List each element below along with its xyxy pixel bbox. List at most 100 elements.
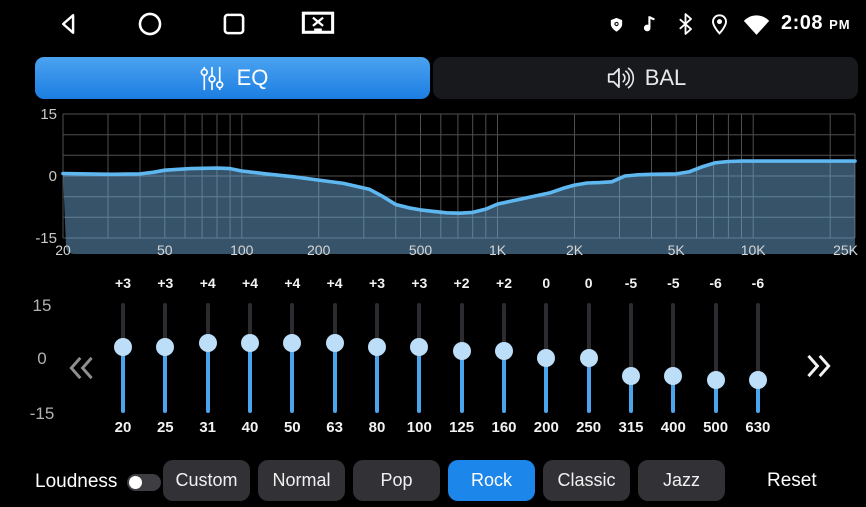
band-freq-label: 160 bbox=[491, 419, 517, 436]
band-slider-knob[interactable] bbox=[748, 371, 767, 389]
band-freq-label: 50 bbox=[283, 419, 301, 436]
band-slider-track[interactable] bbox=[671, 303, 676, 377]
loudness-toggle-knob bbox=[129, 476, 142, 489]
band-freq-label: 40 bbox=[241, 419, 259, 436]
band-slider-track[interactable] bbox=[544, 303, 549, 358]
band-slider-track-fill[interactable] bbox=[205, 343, 210, 413]
eq-band-250[interactable]: 0 250 bbox=[570, 275, 608, 447]
band-slider-track[interactable] bbox=[332, 303, 337, 344]
band-slider-track-fill[interactable] bbox=[163, 347, 168, 413]
eq-band-50[interactable]: +4 50 bbox=[273, 275, 311, 447]
band-freq-label: 630 bbox=[745, 419, 771, 436]
eq-band-20[interactable]: +3 20 bbox=[104, 275, 142, 447]
band-slider-track[interactable] bbox=[163, 303, 168, 347]
band-slider-track[interactable] bbox=[290, 303, 295, 344]
chevrons-left-icon[interactable] bbox=[64, 350, 100, 386]
eq-band-315[interactable]: -5 315 bbox=[612, 275, 650, 447]
band-slider-track[interactable] bbox=[248, 303, 252, 344]
band-slider-knob[interactable] bbox=[622, 367, 640, 386]
recents-icon[interactable] bbox=[219, 10, 249, 38]
eq-band-500[interactable]: -6 500 bbox=[697, 275, 735, 447]
band-slider-track-fill[interactable] bbox=[121, 347, 125, 413]
svg-text:15: 15 bbox=[40, 108, 57, 123]
reset-button[interactable]: Reset bbox=[767, 470, 817, 491]
screenshot-icon[interactable] bbox=[300, 10, 336, 38]
band-slider-knob[interactable] bbox=[579, 349, 598, 367]
band-gain-label: 0 bbox=[584, 275, 593, 291]
band-slider-knob[interactable] bbox=[198, 334, 217, 353]
eq-response-chart: 15 0 -15 20 50 100 200 500 1K 2K 5K 10K 25K bbox=[0, 106, 866, 270]
band-slider-track-fill[interactable] bbox=[375, 347, 379, 413]
band-slider-track[interactable] bbox=[459, 303, 464, 351]
band-freq-label: 400 bbox=[660, 419, 686, 436]
band-slider-track-fill[interactable] bbox=[755, 380, 760, 413]
eq-band-160[interactable]: +2 160 bbox=[485, 275, 523, 447]
band-slider-track-fill[interactable] bbox=[248, 343, 252, 413]
band-slider-knob[interactable] bbox=[452, 341, 471, 360]
bluetooth-icon bbox=[679, 13, 692, 35]
eq-band-40[interactable]: +4 40 bbox=[231, 275, 269, 447]
band-slider-track-fill[interactable] bbox=[332, 343, 337, 413]
band-slider-knob[interactable] bbox=[325, 334, 344, 353]
band-slider-knob[interactable] bbox=[706, 371, 725, 389]
band-slider-knob[interactable] bbox=[537, 349, 556, 367]
band-slider-track-fill[interactable] bbox=[459, 350, 464, 413]
band-gain-label: +3 bbox=[157, 275, 174, 291]
band-slider-track[interactable] bbox=[502, 303, 506, 351]
preset-button-pop[interactable]: Pop bbox=[353, 460, 440, 501]
band-slider-track-fill[interactable] bbox=[629, 376, 633, 413]
band-slider-track-fill[interactable] bbox=[713, 380, 718, 413]
band-slider-track[interactable] bbox=[417, 303, 422, 347]
band-slider-track[interactable] bbox=[755, 303, 760, 380]
band-slider-track[interactable] bbox=[375, 303, 379, 347]
eq-band-100[interactable]: +3 100 bbox=[400, 275, 438, 447]
eq-band-125[interactable]: +2 125 bbox=[443, 275, 481, 447]
band-freq-label: 500 bbox=[703, 419, 729, 436]
eq-band-31[interactable]: +4 31 bbox=[189, 275, 227, 447]
band-slider-track[interactable] bbox=[121, 303, 125, 347]
chevrons-right-icon[interactable] bbox=[800, 348, 836, 384]
eq-band-80[interactable]: +3 80 bbox=[358, 275, 396, 447]
band-freq-label: 20 bbox=[114, 419, 132, 436]
eq-band-25[interactable]: +3 25 bbox=[146, 275, 184, 447]
band-slider-track-fill[interactable] bbox=[502, 350, 506, 413]
tab-eq[interactable]: EQ bbox=[35, 57, 430, 99]
preset-button-normal[interactable]: Normal bbox=[258, 460, 345, 501]
band-slider-track[interactable] bbox=[629, 303, 633, 377]
eq-band-400[interactable]: -5 400 bbox=[654, 275, 692, 447]
preset-button-classic[interactable]: Classic bbox=[543, 460, 630, 501]
band-slider-track[interactable] bbox=[713, 303, 718, 380]
eq-band-200[interactable]: 0 200 bbox=[527, 275, 565, 447]
band-slider-track-fill[interactable] bbox=[417, 347, 422, 413]
band-slider-knob[interactable] bbox=[241, 334, 259, 353]
band-freq-label: 25 bbox=[156, 419, 174, 436]
back-icon[interactable] bbox=[54, 10, 84, 38]
eq-band-630[interactable]: -6 630 bbox=[739, 275, 777, 447]
band-slider-track[interactable] bbox=[205, 303, 210, 344]
band-slider-track-fill[interactable] bbox=[544, 358, 549, 413]
band-slider-knob[interactable] bbox=[156, 338, 175, 356]
home-icon[interactable] bbox=[135, 10, 165, 38]
band-slider-knob[interactable] bbox=[495, 341, 513, 360]
band-slider-knob[interactable] bbox=[410, 338, 429, 356]
band-slider-track-fill[interactable] bbox=[586, 358, 591, 413]
preset-button-rock[interactable]: Rock bbox=[448, 460, 535, 501]
eq-band-63[interactable]: +4 63 bbox=[316, 275, 354, 447]
preset-button-custom[interactable]: Custom bbox=[163, 460, 250, 501]
svg-text:100: 100 bbox=[230, 242, 254, 258]
band-gain-label: +3 bbox=[115, 275, 131, 291]
band-gain-label: +4 bbox=[326, 275, 343, 291]
band-slider-knob[interactable] bbox=[368, 338, 386, 356]
preset-button-jazz[interactable]: Jazz bbox=[638, 460, 725, 501]
tab-bal[interactable]: BAL bbox=[433, 57, 858, 99]
band-slider-track-fill[interactable] bbox=[290, 343, 295, 413]
loudness-toggle[interactable] bbox=[127, 474, 161, 491]
band-slider-knob[interactable] bbox=[664, 367, 683, 386]
band-gain-label: +3 bbox=[369, 275, 385, 291]
band-slider-track-fill[interactable] bbox=[671, 376, 676, 413]
band-slider-track[interactable] bbox=[586, 303, 591, 358]
band-slider-knob[interactable] bbox=[283, 334, 302, 353]
band-slider-knob[interactable] bbox=[114, 338, 132, 356]
svg-text:25K: 25K bbox=[833, 242, 859, 258]
